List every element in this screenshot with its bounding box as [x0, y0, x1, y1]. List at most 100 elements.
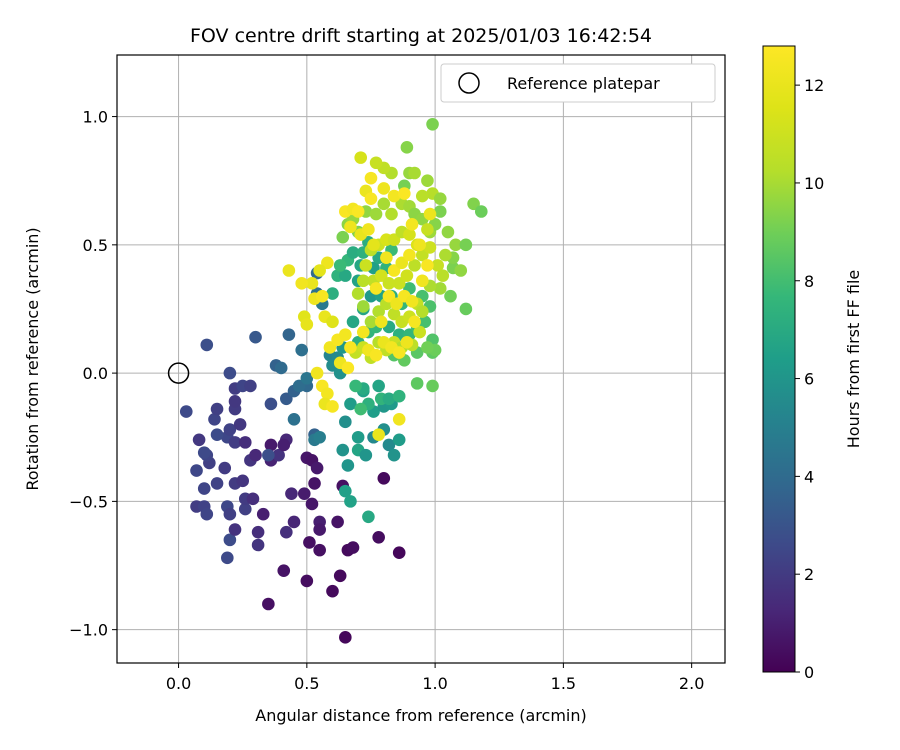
data-point — [282, 264, 296, 277]
data-point — [410, 377, 424, 390]
data-point — [387, 264, 401, 277]
colorbar-label: Hours from first FF file — [844, 270, 863, 449]
legend-label: Reference platepar — [507, 74, 660, 93]
data-point — [400, 336, 414, 349]
data-point — [313, 523, 326, 536]
data-point — [356, 325, 370, 339]
data-point — [292, 379, 306, 393]
data-point — [300, 574, 314, 588]
data-point — [315, 289, 329, 303]
y-axis-label: Rotation from reference (arcmin) — [23, 227, 42, 490]
colorbar-tick-label: 10 — [804, 174, 824, 193]
data-point — [369, 156, 383, 170]
data-point — [351, 287, 365, 300]
data-point — [210, 428, 224, 441]
data-point — [251, 525, 265, 539]
data-point — [374, 315, 388, 329]
data-point — [369, 207, 383, 221]
data-point — [326, 315, 339, 329]
data-point — [282, 328, 296, 341]
data-point — [382, 277, 396, 290]
data-point — [244, 379, 257, 393]
data-point — [344, 341, 357, 354]
data-point — [249, 448, 262, 462]
data-point — [369, 348, 383, 362]
data-point — [433, 205, 447, 218]
data-point — [305, 497, 319, 511]
data-point — [223, 423, 237, 436]
axis-ticks: 0.0 0.5 1.0 1.5 2.0 −1.0 −0.5 0.0 0.5 1.0 — [69, 108, 704, 693]
data-point — [380, 251, 393, 264]
data-point — [374, 269, 388, 282]
data-point — [341, 361, 355, 375]
data-point — [377, 471, 391, 485]
colorbar: 0 2 4 6 8 10 12 Hours from first FF file — [762, 45, 863, 682]
data-point — [339, 415, 352, 429]
data-point — [200, 338, 214, 352]
data-point — [405, 294, 419, 308]
data-point — [197, 482, 211, 495]
data-point — [310, 366, 324, 380]
data-point — [277, 438, 291, 452]
data-point — [197, 446, 211, 459]
data-point — [210, 477, 224, 490]
colorbar-ticks: 0 2 4 6 8 10 12 — [795, 76, 824, 682]
data-point — [346, 246, 360, 259]
data-point — [423, 207, 437, 221]
data-point — [210, 402, 224, 416]
data-point — [236, 474, 250, 488]
data-point — [264, 397, 278, 411]
data-point — [326, 400, 339, 413]
data-point — [400, 269, 414, 282]
x-axis-label: Angular distance from reference (arcmin) — [255, 706, 586, 725]
x-tick-label: 0.5 — [294, 674, 319, 693]
y-tick-label: 0.0 — [83, 364, 108, 383]
data-point — [392, 277, 406, 290]
data-point — [387, 307, 401, 321]
data-point — [310, 461, 324, 475]
data-point — [359, 259, 373, 272]
data-points — [179, 117, 488, 644]
colorbar-gradient — [762, 45, 796, 673]
data-point — [249, 330, 262, 344]
data-point — [392, 389, 406, 403]
data-point — [421, 341, 434, 354]
data-point — [300, 318, 314, 331]
colorbar-tick-label: 2 — [804, 565, 814, 584]
data-point — [415, 305, 429, 318]
data-point — [272, 448, 285, 462]
data-point — [390, 297, 403, 311]
data-point — [474, 205, 488, 218]
data-point — [323, 341, 337, 354]
data-point — [313, 264, 326, 277]
data-point — [392, 546, 406, 559]
data-point — [221, 551, 234, 565]
data-point — [392, 346, 406, 359]
data-point — [233, 418, 247, 431]
data-point — [415, 189, 429, 203]
data-point — [431, 259, 444, 272]
data-point — [344, 220, 357, 234]
data-point — [351, 205, 365, 218]
data-point — [364, 171, 378, 185]
data-point — [449, 238, 462, 252]
data-point — [297, 487, 311, 500]
data-point — [359, 448, 373, 462]
chart-title: FOV centre drift starting at 2025/01/03 … — [190, 25, 652, 47]
x-tick-label: 1.0 — [422, 674, 447, 693]
data-point — [200, 507, 214, 521]
plot-frame — [116, 54, 726, 664]
data-point — [426, 379, 439, 393]
data-point — [400, 141, 414, 154]
data-point — [372, 379, 385, 393]
data-point — [398, 187, 411, 200]
data-point — [336, 230, 350, 244]
data-point — [339, 631, 352, 644]
data-point — [277, 564, 291, 577]
data-point — [251, 538, 265, 552]
data-point — [387, 448, 401, 462]
colorbar-tick-label: 12 — [804, 76, 824, 95]
data-point — [223, 366, 237, 380]
data-point — [415, 274, 429, 288]
